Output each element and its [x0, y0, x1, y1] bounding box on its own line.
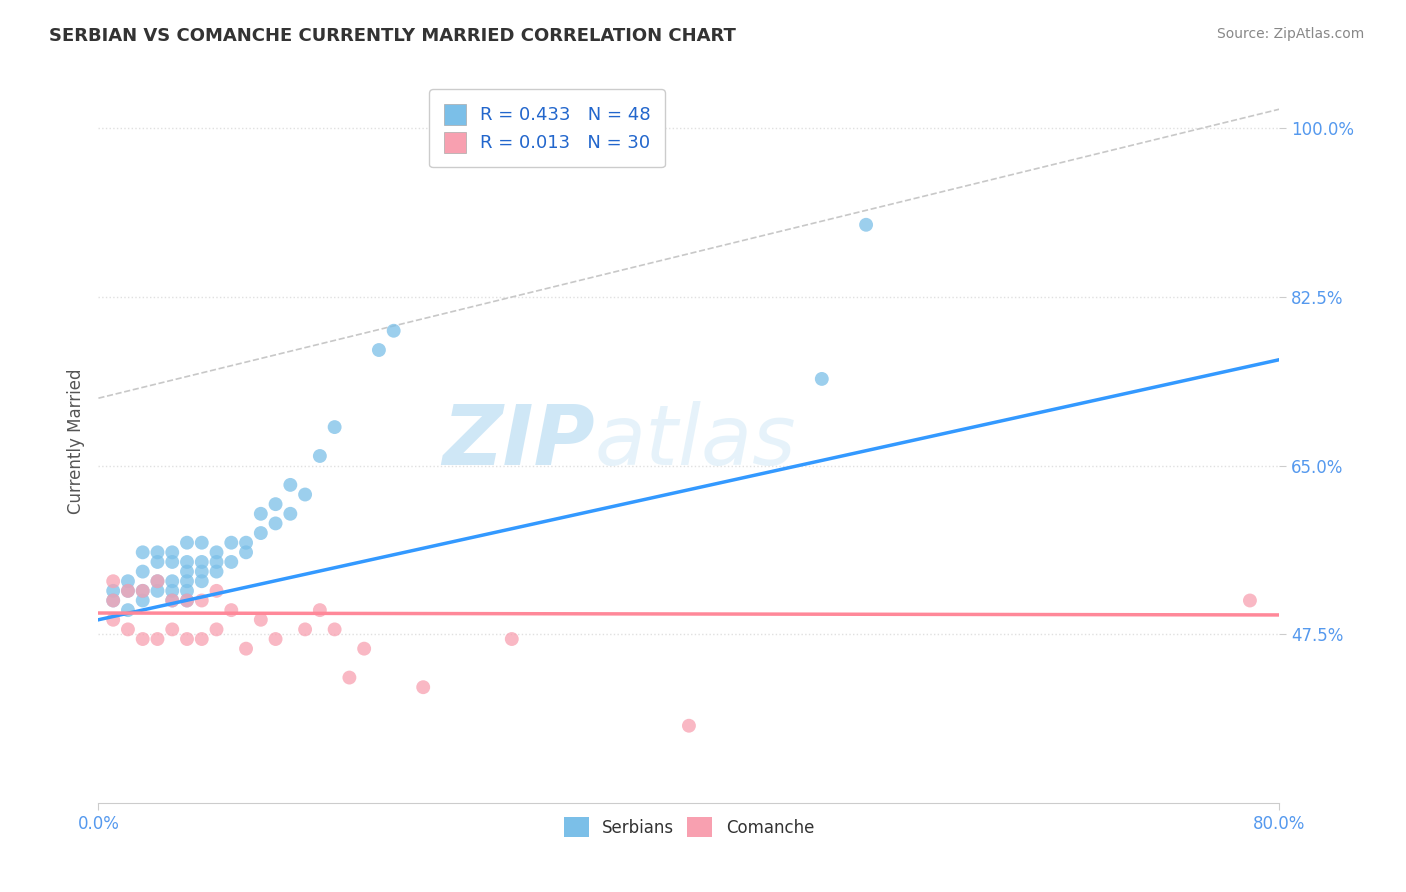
Point: [132, 583, 155, 598]
Point: [250, 613, 273, 627]
Point: [103, 574, 125, 589]
Point: [309, 603, 332, 617]
Point: [280, 507, 302, 521]
Point: [264, 516, 287, 531]
Point: [353, 641, 375, 656]
Point: [501, 632, 523, 646]
Point: [678, 719, 700, 733]
Point: [323, 420, 346, 434]
Point: [191, 632, 214, 646]
Point: [176, 593, 198, 607]
Point: [250, 526, 273, 541]
Point: [191, 535, 214, 549]
Point: [132, 583, 155, 598]
Point: [103, 613, 125, 627]
Text: ZIP: ZIP: [441, 401, 595, 482]
Point: [132, 545, 155, 559]
Point: [855, 218, 877, 232]
Point: [235, 641, 257, 656]
Point: [235, 535, 257, 549]
Point: [294, 487, 316, 501]
Point: [146, 574, 169, 589]
Point: [146, 574, 169, 589]
Point: [176, 555, 198, 569]
Point: [339, 671, 361, 685]
Point: [205, 583, 228, 598]
Point: [280, 478, 302, 492]
Point: [176, 583, 198, 598]
Point: [103, 593, 125, 607]
Point: [117, 623, 139, 637]
Point: [264, 497, 287, 511]
Point: [235, 545, 257, 559]
Point: [221, 603, 243, 617]
Point: [162, 593, 183, 607]
Point: [221, 535, 243, 549]
Point: [294, 623, 316, 637]
Point: [103, 583, 125, 598]
Legend: Serbians, Comanche: Serbians, Comanche: [555, 809, 823, 845]
Point: [146, 632, 169, 646]
Point: [176, 565, 198, 579]
Point: [191, 555, 214, 569]
Point: [176, 632, 198, 646]
Point: [162, 555, 183, 569]
Point: [162, 593, 183, 607]
Point: [162, 545, 183, 559]
Point: [103, 593, 125, 607]
Point: [132, 593, 155, 607]
Point: [412, 680, 434, 694]
Point: [117, 603, 139, 617]
Point: [205, 545, 228, 559]
Point: [117, 574, 139, 589]
Point: [309, 449, 332, 463]
Point: [176, 593, 198, 607]
Point: [176, 535, 198, 549]
Point: [221, 555, 243, 569]
Point: [176, 574, 198, 589]
Point: [250, 507, 273, 521]
Point: [146, 583, 169, 598]
Point: [162, 583, 183, 598]
Text: SERBIAN VS COMANCHE CURRENTLY MARRIED CORRELATION CHART: SERBIAN VS COMANCHE CURRENTLY MARRIED CO…: [49, 27, 737, 45]
Point: [382, 324, 405, 338]
Y-axis label: Currently Married: Currently Married: [66, 368, 84, 515]
Text: Source: ZipAtlas.com: Source: ZipAtlas.com: [1216, 27, 1364, 41]
Point: [323, 623, 346, 637]
Point: [191, 593, 214, 607]
Point: [146, 555, 169, 569]
Point: [132, 632, 155, 646]
Point: [146, 545, 169, 559]
Point: [132, 565, 155, 579]
Point: [810, 372, 832, 386]
Point: [162, 623, 183, 637]
Point: [205, 555, 228, 569]
Point: [117, 583, 139, 598]
Text: atlas: atlas: [595, 401, 796, 482]
Point: [205, 623, 228, 637]
Point: [191, 565, 214, 579]
Point: [368, 343, 391, 357]
Point: [191, 574, 214, 589]
Point: [162, 574, 183, 589]
Point: [1239, 593, 1261, 607]
Point: [205, 565, 228, 579]
Point: [117, 583, 139, 598]
Point: [264, 632, 287, 646]
